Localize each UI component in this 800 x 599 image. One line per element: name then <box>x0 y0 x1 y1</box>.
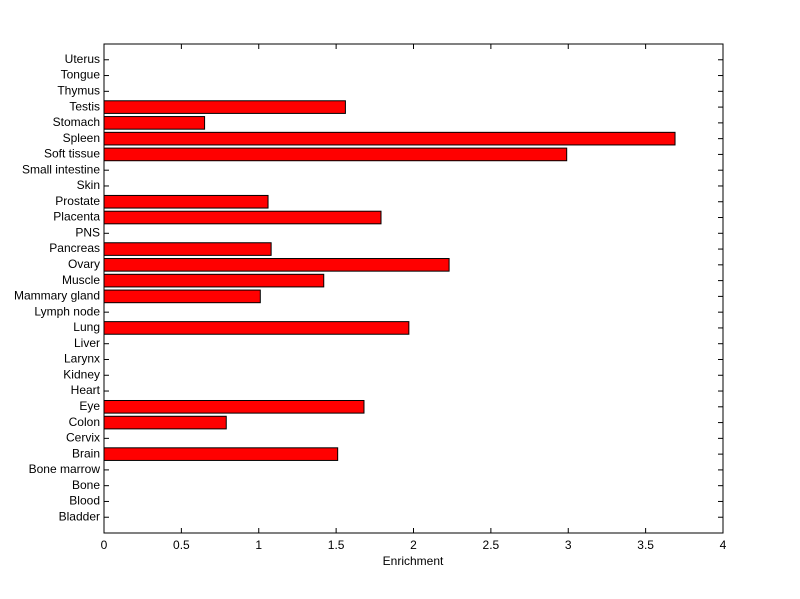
y-tick-label: Small intestine <box>22 162 100 176</box>
y-tick-label: Bladder <box>59 509 100 523</box>
y-tick-label: Skin <box>77 178 100 192</box>
y-tick-label: Lymph node <box>34 304 100 318</box>
y-tick-label: Tongue <box>61 68 101 82</box>
y-tick-label: Heart <box>71 383 101 397</box>
y-tick-label: Spleen <box>63 131 100 145</box>
bar <box>103 321 410 335</box>
y-tick-label: Bone <box>72 478 100 492</box>
x-tick-label: 4 <box>720 538 727 552</box>
y-tick-label: Cervix <box>66 431 100 445</box>
x-tick-label: 2.5 <box>483 538 500 552</box>
y-tick-label: Testis <box>69 99 100 113</box>
x-tick-label: 2 <box>410 538 417 552</box>
x-tick-label: 3.5 <box>637 538 654 552</box>
bar <box>103 194 269 209</box>
y-tick-label: Colon <box>69 415 100 429</box>
bar <box>103 399 365 414</box>
y-tick-label: Thymus <box>57 83 100 97</box>
bar <box>103 131 676 146</box>
y-tick-label: Placenta <box>53 210 100 224</box>
y-tick-label: Stomach <box>53 115 100 129</box>
y-tick-label: Lung <box>73 320 100 334</box>
x-tick-label: 0.5 <box>173 538 190 552</box>
y-tick-label: Pancreas <box>49 241 100 255</box>
x-tick-label: 3 <box>565 538 572 552</box>
bar <box>103 273 325 288</box>
bar <box>103 210 382 225</box>
y-tick-label: PNS <box>75 225 100 239</box>
bar <box>103 258 450 272</box>
x-tick-label: 1 <box>255 538 262 552</box>
y-tick-label: Liver <box>74 336 100 350</box>
y-tick-label: Muscle <box>62 273 100 287</box>
x-axis-label: Enrichment <box>383 554 444 568</box>
y-tick-label: Soft tissue <box>44 147 100 161</box>
bar <box>103 116 206 130</box>
x-tick-label: 1.5 <box>328 538 345 552</box>
y-tick-label: Kidney <box>63 367 100 381</box>
bar <box>103 147 568 162</box>
y-tick-label: Mammary gland <box>14 289 100 303</box>
bar <box>103 289 261 304</box>
y-tick-label: Bone marrow <box>29 462 101 476</box>
y-tick-label: Larynx <box>64 352 100 366</box>
y-tick-label: Prostate <box>55 194 100 208</box>
x-tick-label: 0 <box>101 538 108 552</box>
bar <box>103 415 227 430</box>
y-tick-label: Eye <box>79 399 100 413</box>
bar <box>103 242 272 256</box>
y-tick-label: Blood <box>69 494 100 508</box>
bar <box>103 447 339 461</box>
y-tick-label: Uterus <box>65 52 100 66</box>
y-tick-label: Brain <box>72 446 100 460</box>
y-tick-label: Ovary <box>68 257 100 271</box>
bar <box>103 100 346 114</box>
